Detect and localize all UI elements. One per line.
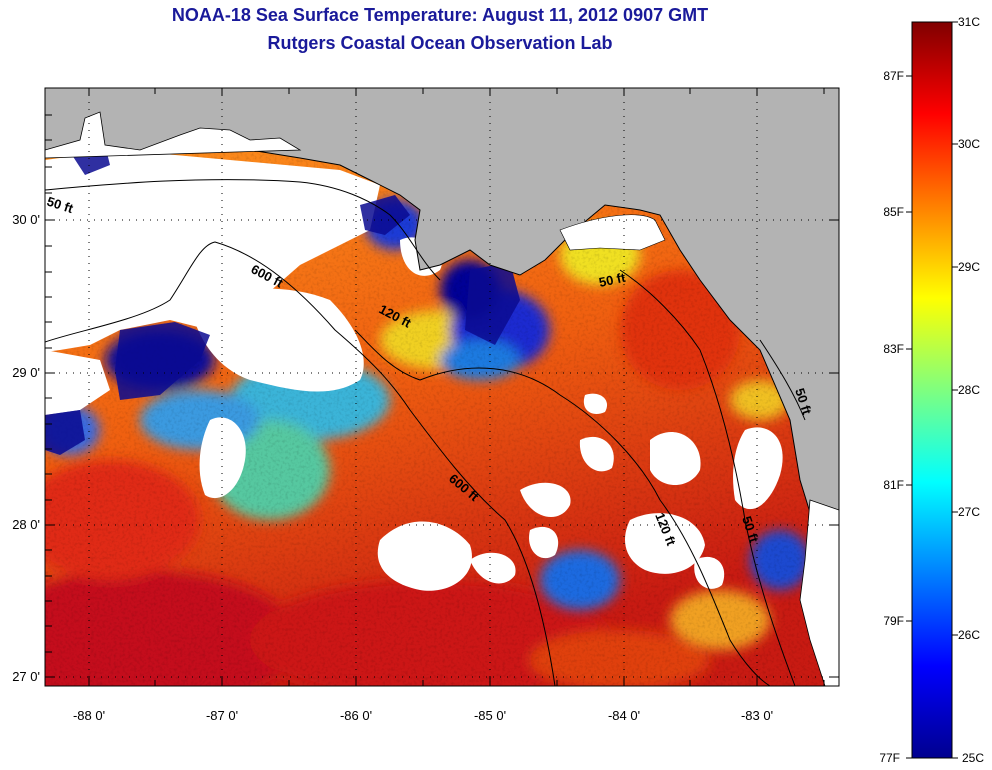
cb-f-87: 87F [883,69,904,83]
cb-c-26: 26C [958,628,980,642]
lat-label-27: 27 0' [12,669,40,684]
sst-field: 50 ft 600 ft 120 ft 50 ft 600 ft 120 ft … [45,88,839,686]
cb-c-28: 28C [958,383,980,397]
lat-labels: 30 0' 29 0' 28 0' 27 0' [12,212,40,684]
cb-f-77: 77F [879,751,900,765]
map-title: NOAA-18 Sea Surface Temperature: August … [171,5,709,25]
cb-c-31: 31C [958,15,980,29]
lon-label-87: -87 0' [206,708,238,723]
cb-f-85: 85F [883,205,904,219]
lon-label-88: -88 0' [73,708,105,723]
cb-c-27: 27C [958,505,980,519]
lat-label-28: 28 0' [12,517,40,532]
lon-label-85: -85 0' [474,708,506,723]
colorbar-gradient [911,21,953,759]
colorbar: 31C 30C 29C 28C 27C 26C 25C 87F 85F 83F … [879,15,984,765]
lon-label-86: -86 0' [340,708,372,723]
cb-f-81: 81F [883,478,904,492]
map-subtitle: Rutgers Coastal Ocean Observation Lab [267,33,613,53]
lat-label-29: 29 0' [12,365,40,380]
cb-c-30: 30C [958,137,980,151]
cb-f-79: 79F [883,614,904,628]
plot-frame [44,87,840,687]
cb-c-25: 25C [962,751,984,765]
lat-tick-marks [45,114,839,678]
lon-labels: -88 0' -87 0' -86 0' -85 0' -84 0' -83 0… [73,708,773,723]
cb-c-29: 29C [958,260,980,274]
land [45,88,839,686]
lon-tick-marks [88,88,825,686]
lat-label-30: 30 0' [12,212,40,227]
lon-label-83: -83 0' [741,708,773,723]
depth-contours [45,179,806,686]
lon-label-84: -84 0' [608,708,640,723]
contour-label-50ft-east: 50 ft [598,270,628,290]
cb-f-83: 83F [883,342,904,356]
